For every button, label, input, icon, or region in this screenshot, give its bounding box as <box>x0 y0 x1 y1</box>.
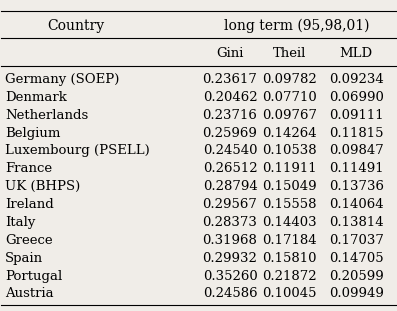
Text: 0.17184: 0.17184 <box>262 234 316 247</box>
Text: 0.28373: 0.28373 <box>202 216 258 229</box>
Text: 0.13814: 0.13814 <box>329 216 384 229</box>
Text: Belgium: Belgium <box>5 127 61 140</box>
Text: 0.09234: 0.09234 <box>329 73 384 86</box>
Text: Country: Country <box>48 19 105 33</box>
Text: 0.29932: 0.29932 <box>202 252 258 265</box>
Text: 0.25969: 0.25969 <box>202 127 258 140</box>
Text: 0.10045: 0.10045 <box>262 287 316 300</box>
Text: 0.10538: 0.10538 <box>262 145 316 157</box>
Text: 0.14705: 0.14705 <box>329 252 384 265</box>
Text: 0.14064: 0.14064 <box>329 198 384 211</box>
Text: 0.11815: 0.11815 <box>329 127 384 140</box>
Text: Spain: Spain <box>5 252 43 265</box>
Text: France: France <box>5 162 52 175</box>
Text: 0.31968: 0.31968 <box>202 234 258 247</box>
Text: 0.09949: 0.09949 <box>329 287 384 300</box>
Text: 0.11911: 0.11911 <box>262 162 316 175</box>
Text: 0.23617: 0.23617 <box>202 73 258 86</box>
Text: 0.15810: 0.15810 <box>262 252 316 265</box>
Text: 0.15558: 0.15558 <box>262 198 316 211</box>
Text: 0.15049: 0.15049 <box>262 180 316 193</box>
Text: long term (95,98,01): long term (95,98,01) <box>224 19 370 33</box>
Text: Germany (SOEP): Germany (SOEP) <box>5 73 120 86</box>
Text: Italy: Italy <box>5 216 36 229</box>
Text: 0.14403: 0.14403 <box>262 216 316 229</box>
Text: 0.07710: 0.07710 <box>262 91 316 104</box>
Text: 0.20462: 0.20462 <box>203 91 257 104</box>
Text: 0.21872: 0.21872 <box>262 270 316 283</box>
Text: 0.28794: 0.28794 <box>202 180 257 193</box>
Text: 0.09847: 0.09847 <box>329 145 384 157</box>
Text: Austria: Austria <box>5 287 54 300</box>
Text: 0.06990: 0.06990 <box>329 91 384 104</box>
Text: Ireland: Ireland <box>5 198 54 211</box>
Text: MLD: MLD <box>339 47 373 60</box>
Text: Gini: Gini <box>216 47 244 60</box>
Text: Netherlands: Netherlands <box>5 109 89 122</box>
Text: UK (BHPS): UK (BHPS) <box>5 180 81 193</box>
Text: Denmark: Denmark <box>5 91 67 104</box>
Text: Luxembourg (PSELL): Luxembourg (PSELL) <box>5 145 150 157</box>
Text: 0.17037: 0.17037 <box>329 234 384 247</box>
Text: 0.24540: 0.24540 <box>203 145 257 157</box>
Text: 0.29567: 0.29567 <box>202 198 258 211</box>
Text: 0.09111: 0.09111 <box>329 109 384 122</box>
Text: 0.35260: 0.35260 <box>202 270 257 283</box>
Text: 0.09767: 0.09767 <box>262 109 317 122</box>
Text: 0.23716: 0.23716 <box>202 109 258 122</box>
Text: 0.09782: 0.09782 <box>262 73 316 86</box>
Text: 0.11491: 0.11491 <box>329 162 384 175</box>
Text: 0.13736: 0.13736 <box>329 180 384 193</box>
Text: Portugal: Portugal <box>5 270 63 283</box>
Text: Theil: Theil <box>272 47 306 60</box>
Text: 0.24586: 0.24586 <box>203 287 257 300</box>
Text: 0.20599: 0.20599 <box>329 270 384 283</box>
Text: 0.26512: 0.26512 <box>203 162 257 175</box>
Text: Greece: Greece <box>5 234 53 247</box>
Text: 0.14264: 0.14264 <box>262 127 316 140</box>
